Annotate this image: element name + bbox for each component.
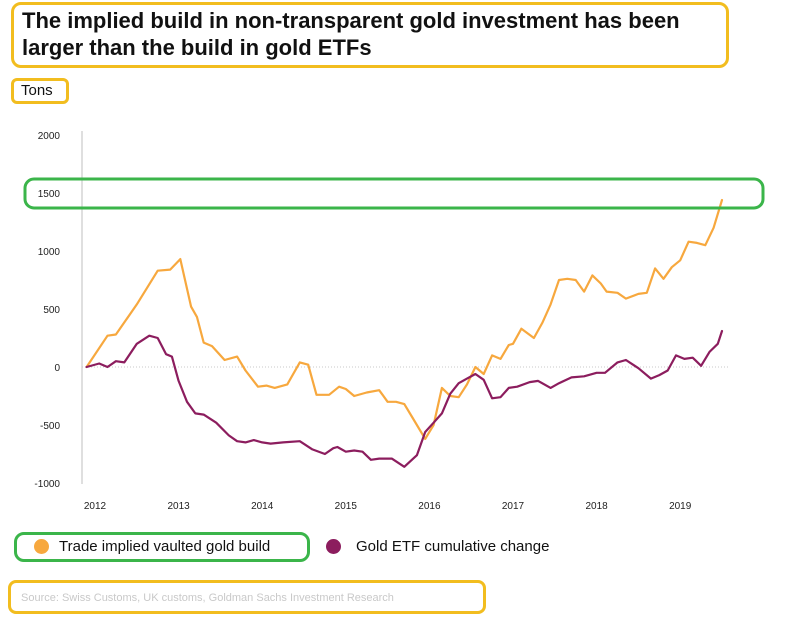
x-tick-label: 2015: [335, 501, 358, 512]
unit-highlight-box: [11, 78, 69, 104]
x-tick-label: 2013: [167, 501, 190, 512]
chart-title: The implied build in non-transparent gol…: [22, 8, 680, 60]
title-highlight-box: [11, 2, 729, 68]
x-tick-label: 2016: [418, 501, 441, 512]
y-tick-label: 1500: [38, 189, 61, 200]
reference-highlight-box: [23, 177, 765, 210]
legend-dot-icon: [34, 539, 49, 554]
x-tick-label: 2019: [669, 501, 692, 512]
y-tick-label: 2000: [38, 131, 61, 142]
y-tick-label: 1000: [38, 247, 61, 258]
y-tick-label: -500: [40, 421, 60, 432]
source-note: Source: Swiss Customs, UK customs, Goldm…: [21, 592, 394, 604]
x-tick-label: 2012: [84, 501, 107, 512]
y-tick-label: 500: [43, 305, 60, 316]
x-tick-label: 2017: [502, 501, 525, 512]
source-highlight-box: [8, 580, 486, 614]
legend-dot-icon: [326, 539, 341, 554]
y-tick-label: -1000: [34, 479, 60, 490]
y-axis-unit-label: Tons: [21, 82, 53, 99]
x-tick-label: 2014: [251, 501, 274, 512]
y-tick-label: 0: [54, 363, 60, 374]
legend-label: Gold ETF cumulative change: [356, 538, 550, 555]
legend-label: Trade implied vaulted gold build: [59, 538, 271, 555]
series-line-gold-etf: [85, 329, 724, 468]
x-axis-ticks: 2012 2013 2014 2015 2016 2017 2018 2019: [84, 501, 692, 512]
series-lines: [85, 198, 724, 468]
series-line-vaulted-gold: [85, 198, 724, 440]
x-tick-label: 2018: [585, 501, 608, 512]
y-axis-ticks: 2000 1500 1000 500 0 -500 -1000: [34, 131, 60, 490]
legend-highlight-box: [14, 532, 310, 562]
